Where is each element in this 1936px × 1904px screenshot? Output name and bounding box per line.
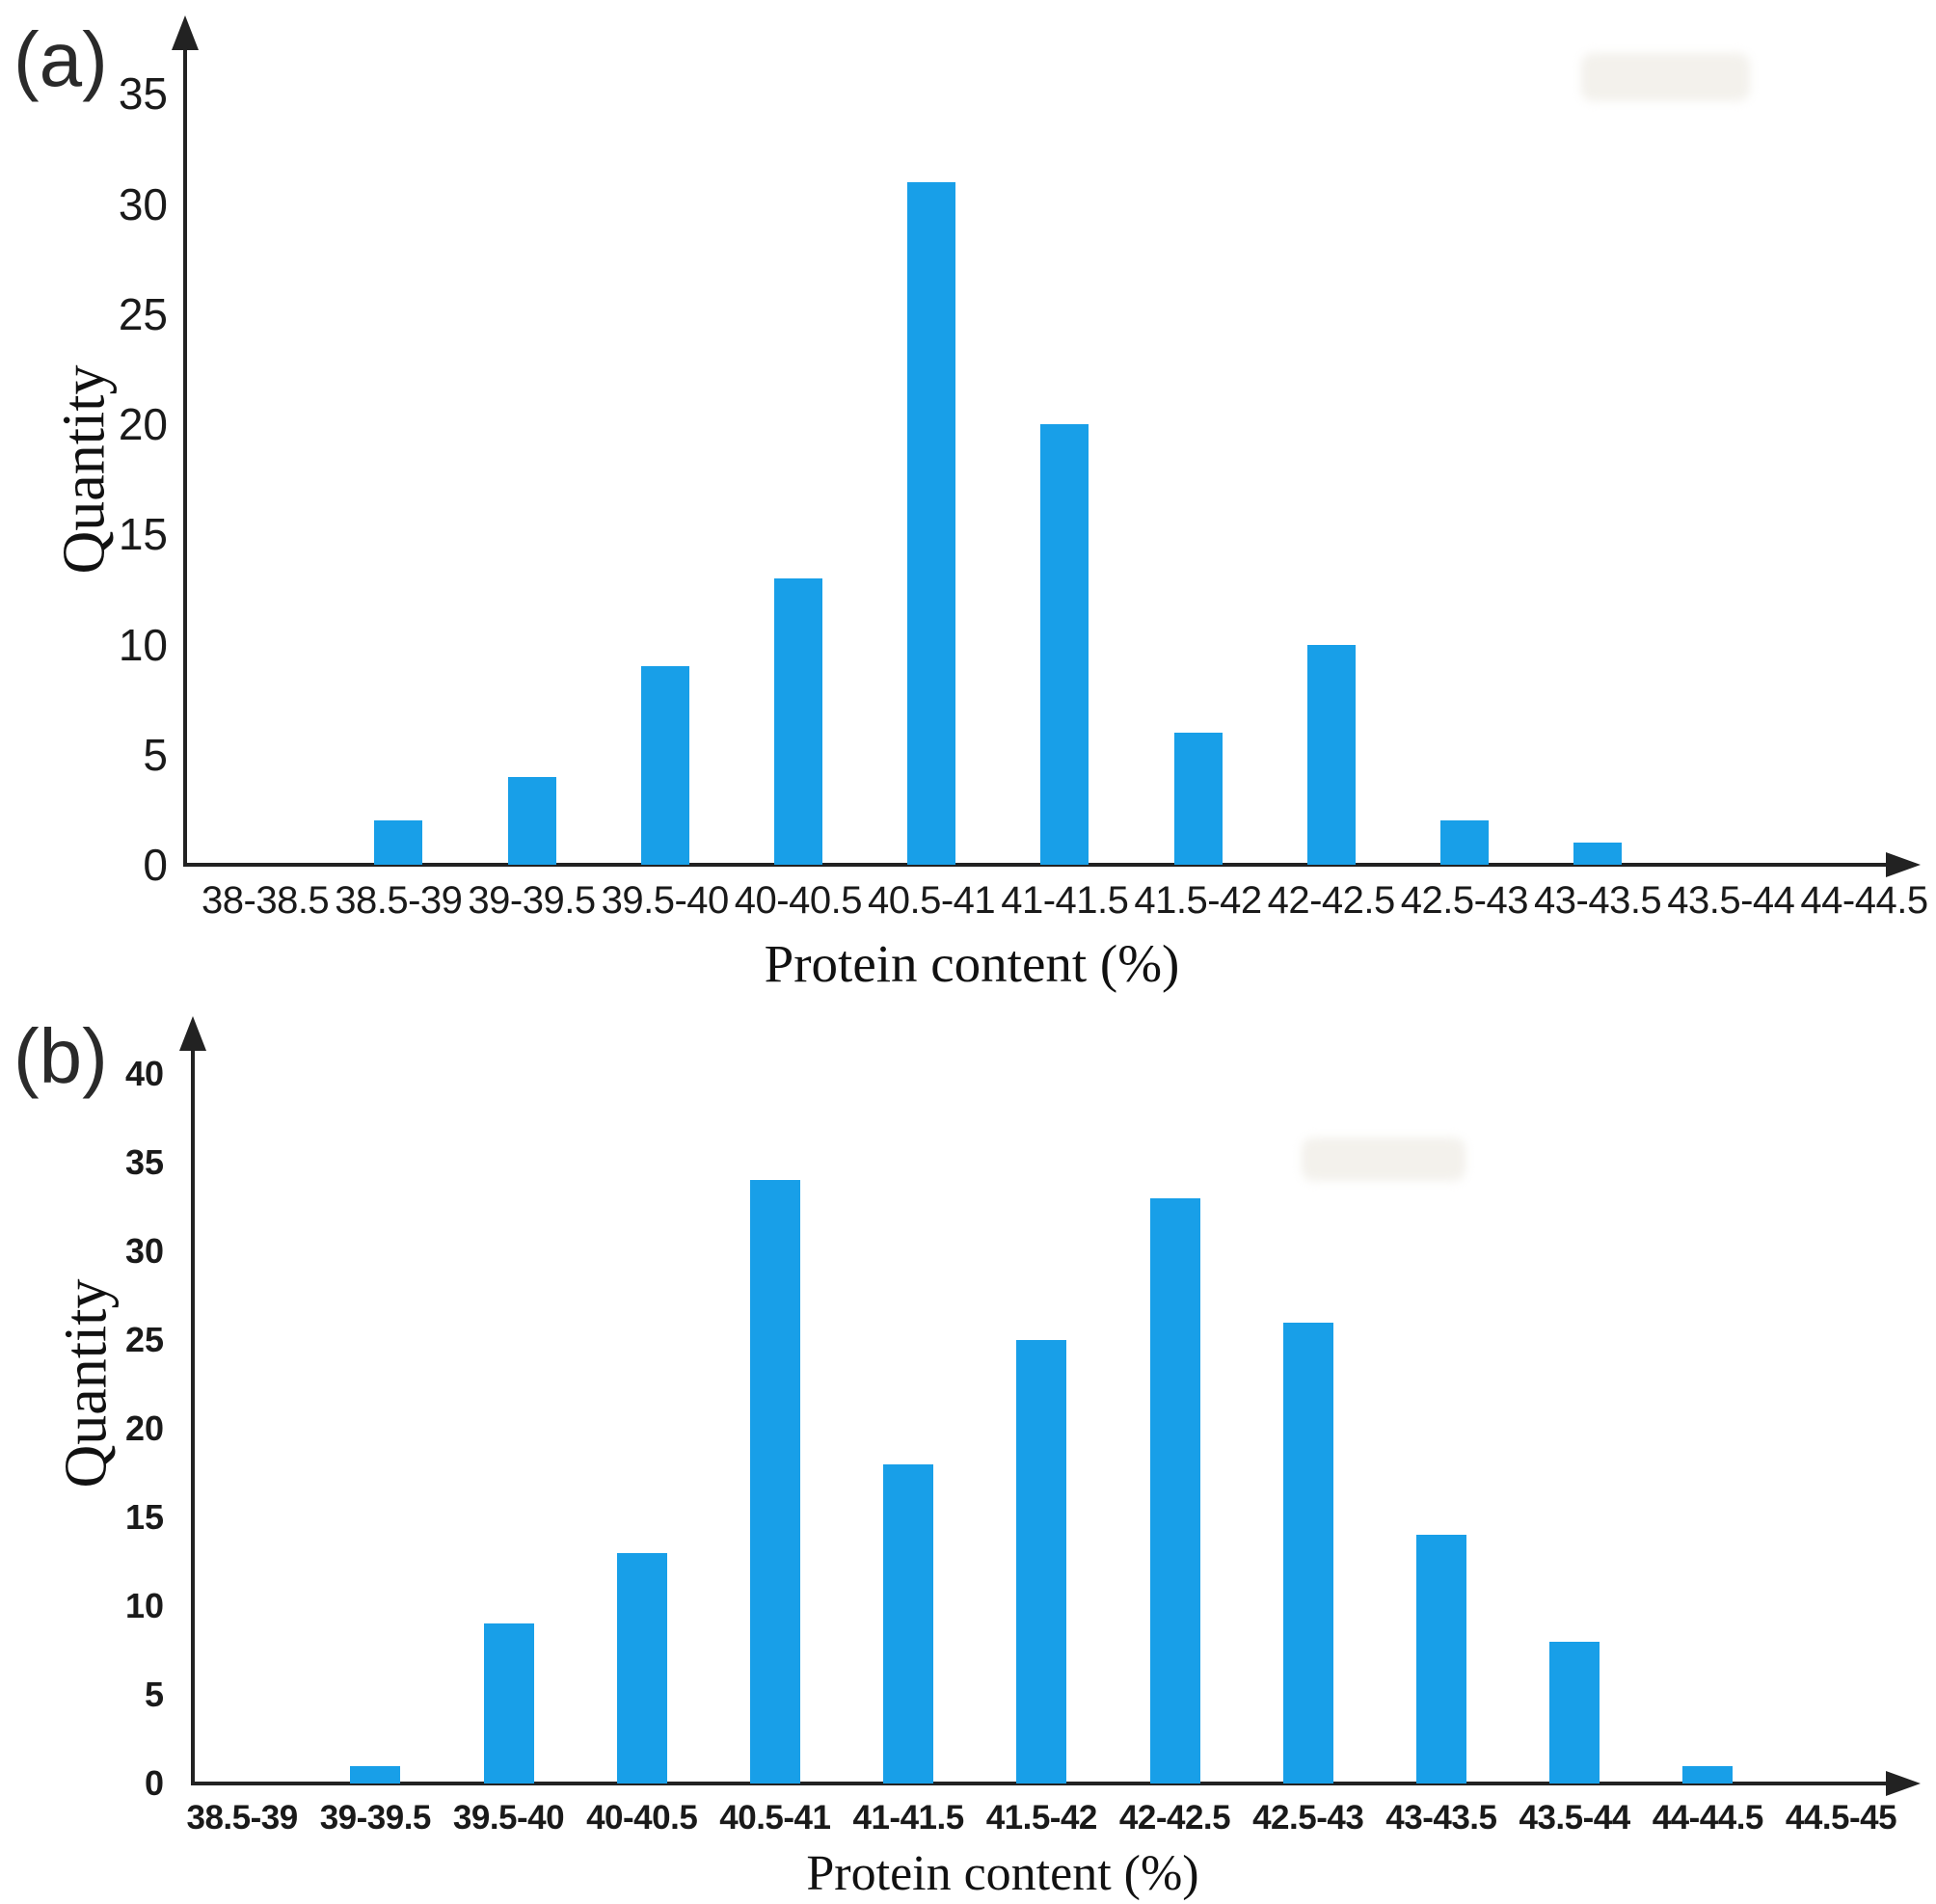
bar-39.5-40	[483, 1623, 534, 1783]
y-axis-arrow-icon	[172, 15, 199, 50]
x-tick-label: 42-42.5	[1118, 1799, 1231, 1837]
x-tick-label: 44.5-45	[1785, 1799, 1897, 1837]
x-tick-label: 39.5-40	[601, 879, 730, 922]
x-tick-label: 40.5-41	[868, 879, 996, 922]
x-tick-label: 40-40.5	[734, 879, 863, 922]
x-tick-label: 40-40.5	[586, 1799, 698, 1837]
y-axis-line	[183, 42, 187, 867]
x-axis-title: Protein content (%)	[764, 934, 1180, 993]
x-tick-label: 41.5-42	[1134, 879, 1262, 922]
bar-42-42.5	[1306, 644, 1356, 865]
x-tick-label: 42-42.5	[1267, 879, 1396, 922]
x-axis-arrow-icon	[1886, 1771, 1921, 1796]
bar-42.5-43	[1282, 1322, 1333, 1783]
x-tick-label: 41-41.5	[1001, 879, 1129, 922]
y-tick-label: 0	[144, 1763, 164, 1803]
bar-41.5-42	[1016, 1340, 1067, 1783]
bar-42.5-43	[1439, 820, 1489, 865]
x-tick-label: 39.5-40	[452, 1799, 565, 1837]
x-tick-label: 39-39.5	[319, 1799, 432, 1837]
scan-artifact	[1302, 1138, 1465, 1181]
bar-42-42.5	[1149, 1197, 1200, 1783]
bar-40.5-41	[907, 181, 956, 865]
y-tick-label: 35	[124, 1142, 164, 1182]
panel-a-label: (a)	[13, 16, 108, 102]
chart-b-plot: 0 5 10 15 20 25 30 35 40 38.5-39 39-39.5 39.5-40 40-…	[0, 993, 1936, 1904]
y-tick-label: 5	[143, 729, 168, 780]
x-axis-title: Protein content (%)	[806, 1846, 1199, 1901]
y-tick-label: 30	[118, 178, 168, 229]
panel-a: (a) Quantity 0 5 10 15 20 25 30 35 38-38.5 38.5-3…	[13, 15, 1928, 993]
bar-40-40.5	[773, 577, 822, 865]
bar-43-43.5	[1415, 1535, 1466, 1783]
bar-43-43.5	[1573, 843, 1623, 865]
y-tick-label: 25	[118, 288, 168, 339]
bar-39.5-40	[640, 666, 689, 865]
x-tick-label: 43.5-44	[1519, 1799, 1630, 1837]
y-tick-label: 20	[124, 1408, 164, 1448]
bar-39-39.5	[507, 776, 556, 865]
y-tick-label: 0	[143, 840, 168, 890]
bar-41-41.5	[1040, 424, 1089, 865]
x-axis-line	[183, 863, 1894, 867]
y-axis-line	[191, 1043, 195, 1785]
y-tick-label: 5	[144, 1675, 164, 1714]
y-tick-label: 30	[124, 1231, 164, 1271]
bar-43.5-44	[1549, 1641, 1600, 1783]
x-tick-label: 41.5-42	[985, 1799, 1098, 1837]
bar-38.5-39	[374, 820, 423, 865]
y-tick-label: 10	[124, 1586, 164, 1625]
y-tick-label: 40	[124, 1054, 164, 1093]
chart-a-plot: 0 5 10 15 20 25 30 35 38-38.5 38.5-39 39-39.5 39.5-…	[118, 15, 1928, 922]
bar-40.5-41	[749, 1180, 800, 1783]
y-tick-label: 15	[124, 1497, 164, 1537]
y-axis-arrow-icon	[179, 1016, 206, 1051]
x-tick-label: 40.5-41	[719, 1799, 831, 1837]
x-tick-label: 38.5-39	[335, 879, 463, 922]
x-tick-label: 43-43.5	[1385, 1799, 1497, 1837]
x-axis-line	[191, 1782, 1894, 1785]
x-tick-label: 38.5-39	[186, 1799, 298, 1837]
bar-40-40.5	[616, 1552, 667, 1783]
x-tick-label: 44-44.5	[1800, 879, 1928, 922]
bar-41.5-42	[1173, 732, 1223, 865]
y-tick-label: 25	[124, 1320, 164, 1359]
y-tick-label: 15	[118, 509, 168, 560]
x-tick-label: 38-38.5	[202, 879, 330, 922]
x-tick-label: 39-39.5	[468, 879, 596, 922]
bar-39-39.5	[350, 1765, 401, 1783]
x-tick-label: 42.5-43	[1252, 1799, 1364, 1837]
x-tick-label: 44-44.5	[1652, 1799, 1764, 1837]
x-tick-label: 41-41.5	[852, 1799, 964, 1837]
y-tick-label: 20	[118, 399, 168, 449]
x-tick-label: 42.5-43	[1400, 879, 1529, 922]
x-tick-label: 43.5-44	[1667, 879, 1795, 922]
y-tick-label: 35	[118, 68, 168, 120]
x-tick-label: 43-43.5	[1534, 879, 1662, 922]
y-tick-label: 10	[118, 619, 168, 670]
panel-b-label: (b)	[13, 1013, 108, 1099]
panel-b: (b) Quantity 0 5 10 15 20 25 30 35 40 38.5-39 39-3…	[0, 993, 1936, 1904]
bar-41-41.5	[883, 1463, 934, 1783]
bar-44-44.5	[1682, 1765, 1734, 1783]
scan-artifact	[1581, 53, 1750, 101]
x-axis-arrow-icon	[1886, 852, 1921, 877]
